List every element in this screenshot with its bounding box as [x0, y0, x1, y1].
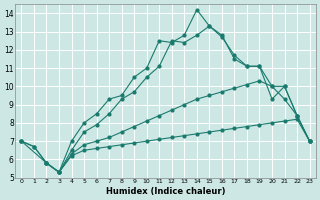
- X-axis label: Humidex (Indice chaleur): Humidex (Indice chaleur): [106, 187, 225, 196]
